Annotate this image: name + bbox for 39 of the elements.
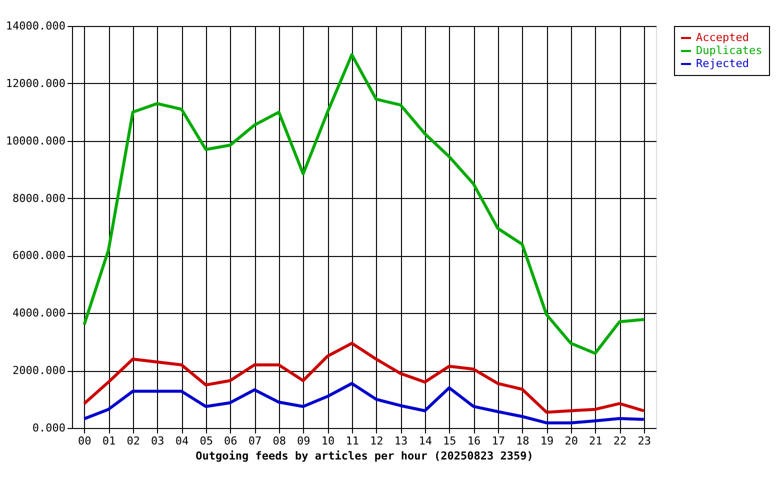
x-tick-label: 19: [540, 434, 554, 448]
x-tick-label: 08: [272, 434, 286, 448]
x-tick-label: 07: [248, 434, 262, 448]
x-tick-label: 21: [589, 434, 602, 448]
y-tick-label: 4000.000: [12, 306, 66, 320]
legend-label: Duplicates: [696, 44, 762, 57]
legend-label: Accepted: [696, 31, 749, 44]
x-axis-title: Outgoing feeds by articles per hour (20250823 2359): [196, 450, 534, 462]
line-series: [82, 342, 646, 414]
x-tick-label: 09: [297, 434, 310, 448]
x-tick-label: 02: [126, 434, 140, 448]
x-tick-label: 14: [418, 434, 432, 448]
legend-label: Rejected: [696, 57, 749, 70]
y-tick-label: 10000.000: [6, 134, 66, 148]
x-tick-label: 20: [564, 434, 578, 448]
x-tick-label: 11: [346, 434, 359, 448]
y-tick-label: 2000.000: [12, 364, 66, 378]
y-tick-label: 8000.000: [12, 192, 66, 205]
line-series: [82, 53, 646, 355]
y-tick-label: 12000.000: [6, 76, 66, 90]
x-tick-label: 01: [102, 434, 116, 448]
x-tick-label: 13: [394, 434, 408, 448]
x-tick-label: 23: [638, 434, 651, 448]
line-series: [82, 382, 646, 424]
x-tick-label: 06: [224, 434, 238, 448]
x-tick-label: 22: [613, 434, 627, 448]
x-tick-label: 10: [321, 434, 335, 448]
x-tick-label: 15: [443, 434, 456, 448]
y-tick-label: 14000.000: [6, 20, 66, 32]
x-tick-label: 18: [516, 434, 530, 448]
x-tick-label: 05: [200, 434, 213, 448]
x-tick-label: 16: [467, 434, 481, 448]
x-tick-label: 04: [175, 434, 189, 448]
x-tick-label: 12: [370, 434, 384, 448]
y-tick-label: 0.000: [32, 422, 66, 434]
x-tick-label: 03: [151, 434, 164, 448]
x-tick-label: 00: [78, 434, 92, 448]
x-tick-label: 17: [492, 434, 505, 448]
y-tick-label: 6000.000: [12, 249, 66, 262]
